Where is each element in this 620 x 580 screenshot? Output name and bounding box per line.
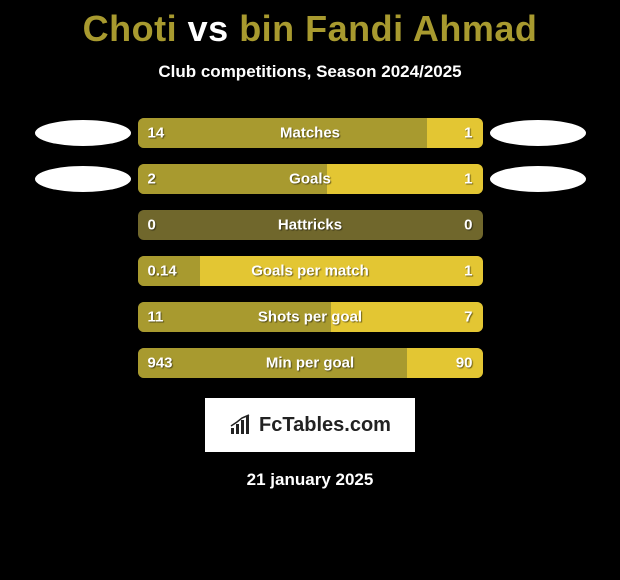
stat-bar: 11 Shots per goal 7 — [138, 302, 483, 332]
stat-value-right: 0 — [464, 217, 472, 234]
logo-box: FcTables.com — [205, 398, 415, 452]
stats-container: 14 Matches 1 2 Goals 1 0 Hattricks 0 0.14 Goals pe… — [0, 118, 620, 378]
stat-bar: 0 Hattricks 0 — [138, 210, 483, 240]
stat-value-left: 0.14 — [148, 263, 177, 280]
stat-label: Hattricks — [278, 217, 342, 234]
logo-text: FcTables.com — [259, 414, 391, 437]
avatar-left-slot — [28, 166, 138, 192]
stat-bar: 943 Min per goal 90 — [138, 348, 483, 378]
subtitle: Club competitions, Season 2024/2025 — [0, 62, 620, 82]
chart-icon — [229, 414, 255, 436]
stat-row: 0.14 Goals per match 1 — [0, 256, 620, 286]
bar-right-fill — [327, 164, 482, 194]
stat-value-right: 1 — [464, 171, 472, 188]
stat-row: 11 Shots per goal 7 — [0, 302, 620, 332]
stat-value-left: 943 — [148, 355, 173, 372]
avatar-right-slot — [483, 166, 593, 192]
vs-text: vs — [188, 8, 229, 49]
stat-value-right: 7 — [464, 309, 472, 326]
stat-bar: 2 Goals 1 — [138, 164, 483, 194]
stat-label: Shots per goal — [258, 309, 362, 326]
player-avatar-placeholder — [490, 166, 586, 192]
stat-label: Goals — [289, 171, 331, 188]
page-title: Choti vs bin Fandi Ahmad — [0, 0, 620, 50]
stat-value-left: 0 — [148, 217, 156, 234]
player-avatar-placeholder — [35, 120, 131, 146]
stat-row: 2 Goals 1 — [0, 164, 620, 194]
player2-name: bin Fandi Ahmad — [239, 8, 537, 49]
stat-row: 0 Hattricks 0 — [0, 210, 620, 240]
stat-row: 943 Min per goal 90 — [0, 348, 620, 378]
player-avatar-placeholder — [35, 166, 131, 192]
stat-value-right: 1 — [464, 125, 472, 142]
stat-row: 14 Matches 1 — [0, 118, 620, 148]
stat-value-left: 11 — [148, 309, 164, 326]
stat-label: Goals per match — [251, 263, 369, 280]
stat-value-left: 14 — [148, 125, 165, 142]
avatar-right-slot — [483, 120, 593, 146]
stat-label: Matches — [280, 125, 340, 142]
stat-value-right: 90 — [456, 355, 473, 372]
bar-right-fill — [427, 118, 482, 148]
avatar-left-slot — [28, 120, 138, 146]
player-avatar-placeholder — [490, 120, 586, 146]
stat-bar: 0.14 Goals per match 1 — [138, 256, 483, 286]
stat-bar: 14 Matches 1 — [138, 118, 483, 148]
stat-value-right: 1 — [464, 263, 472, 280]
stat-value-left: 2 — [148, 171, 156, 188]
date-text: 21 january 2025 — [0, 470, 620, 490]
stat-label: Min per goal — [266, 355, 354, 372]
player1-name: Choti — [83, 8, 177, 49]
